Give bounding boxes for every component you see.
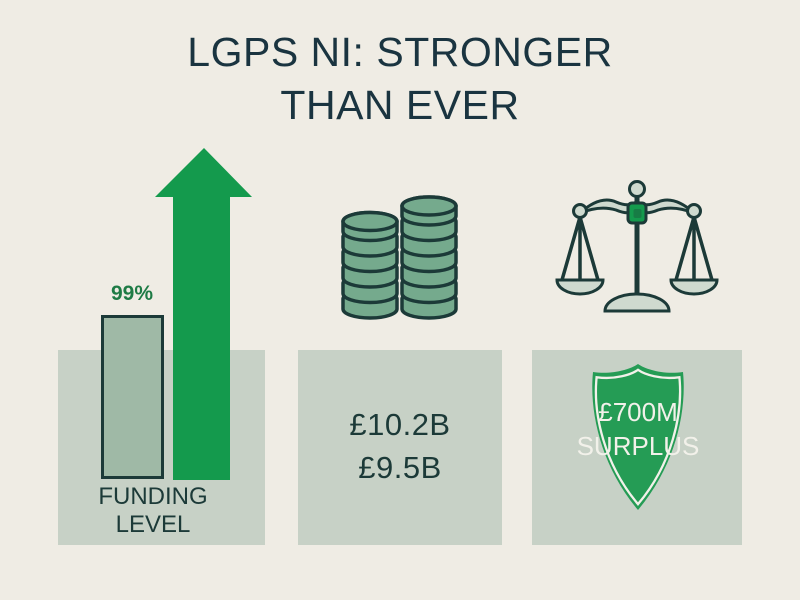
shield-icon — [592, 364, 684, 510]
title-line-1: LGPS NI: STRONGER — [187, 29, 613, 75]
balance-scale-icon — [555, 180, 719, 313]
surplus-label: £700M SURPLUS — [563, 395, 713, 463]
page-title: LGPS NI: STRONGER THAN EVER — [0, 26, 800, 132]
funding-caption-line-2: LEVEL — [115, 511, 191, 538]
up-arrow-icon — [155, 148, 252, 480]
funding-percent-label: 99% — [110, 282, 154, 305]
funding-bar — [101, 315, 164, 479]
surplus-amount: £700M — [598, 397, 678, 427]
surplus-word: SURPLUS — [576, 431, 700, 461]
funding-caption: FUNDING LEVEL — [60, 483, 246, 539]
title-line-2: THAN EVER — [280, 82, 520, 128]
coin-stacks-icon — [341, 195, 458, 320]
funding-caption-line-1: FUNDING — [98, 483, 208, 510]
assets-value-primary: £10.2B — [349, 407, 451, 442]
assets-panel — [298, 350, 502, 545]
assets-value-secondary: £9.5B — [358, 450, 442, 485]
assets-values: £10.2B £9.5B — [298, 403, 502, 489]
